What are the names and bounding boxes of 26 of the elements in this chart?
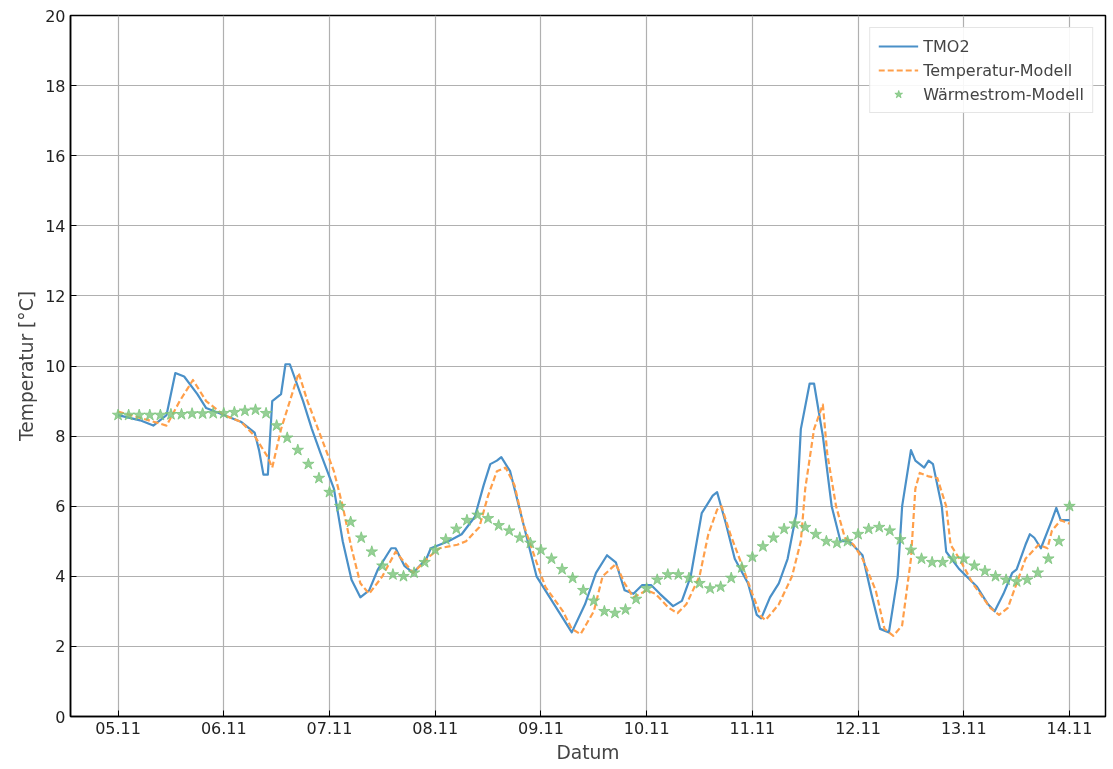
x-tick-label: 11.11 bbox=[729, 718, 776, 738]
x-tick-label: 06.11 bbox=[200, 718, 247, 738]
x-tick-label: 12.11 bbox=[835, 718, 881, 738]
y-tick-label: 10 bbox=[45, 357, 66, 376]
x-tick-label: 09.11 bbox=[518, 718, 564, 738]
x-tick-label: 10.11 bbox=[623, 718, 670, 738]
y-tick-label: 6 bbox=[55, 497, 66, 517]
y-tick-label: 18 bbox=[45, 76, 66, 96]
y-tick-label: 2 bbox=[55, 637, 66, 657]
y-tick-label: 16 bbox=[45, 146, 66, 166]
y-tick-label: 20 bbox=[45, 6, 66, 26]
x-tick-label: 07.11 bbox=[306, 718, 353, 738]
y-axis-title: Temperatur [°C] bbox=[16, 291, 38, 442]
legend-label: TMO2 bbox=[923, 36, 970, 56]
legend-label: Wärmestrom-Modell bbox=[923, 84, 1084, 104]
y-tick-label: 14 bbox=[45, 216, 66, 236]
y-tick-label: 8 bbox=[55, 427, 66, 447]
x-tick-label: 13.11 bbox=[940, 718, 987, 738]
x-tick-label: 08.11 bbox=[412, 718, 459, 738]
y-tick-label: 12 bbox=[45, 286, 66, 306]
legend-label: Temperatur-Modell bbox=[923, 60, 1073, 80]
x-tick-label: 05.11 bbox=[95, 718, 141, 738]
y-tick-label: 4 bbox=[55, 567, 66, 587]
x-tick-label: 14.11 bbox=[1046, 718, 1093, 738]
y-tick-label: 0 bbox=[55, 707, 66, 727]
x-axis-title: Datum bbox=[556, 741, 620, 763]
